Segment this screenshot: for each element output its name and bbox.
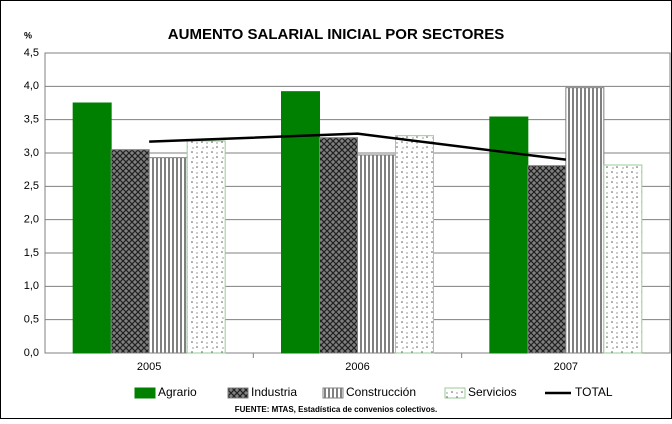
y-tick-label: 4,0 bbox=[24, 80, 39, 92]
y-tick-label: 0,5 bbox=[24, 314, 39, 326]
bar bbox=[489, 116, 529, 354]
bar bbox=[148, 157, 188, 354]
x-tick-label: 2005 bbox=[137, 361, 161, 373]
y-tick-label: 1,0 bbox=[24, 280, 39, 292]
bar bbox=[565, 87, 605, 354]
y-tick-label: 4,5 bbox=[24, 47, 39, 59]
y-tick-label: 2,5 bbox=[24, 180, 39, 192]
bar bbox=[319, 137, 358, 354]
bar bbox=[603, 164, 643, 354]
legend-label: TOTAL bbox=[575, 385, 613, 399]
chart-title: AUMENTO SALARIAL INICIAL POR SECTORES bbox=[168, 26, 504, 43]
line bbox=[149, 132, 566, 161]
bar bbox=[357, 154, 396, 354]
source-note: FUENTE: MTAS, Estadística de convenios c… bbox=[235, 405, 438, 414]
legend-label: Servicios bbox=[468, 385, 517, 399]
legend-label: Industria bbox=[251, 385, 297, 399]
y-tick-label: 1,5 bbox=[24, 247, 39, 259]
bar bbox=[186, 140, 226, 354]
bar bbox=[395, 135, 434, 354]
x-tick-label: 2006 bbox=[345, 361, 369, 373]
legend-marker bbox=[322, 387, 344, 399]
legend-marker bbox=[134, 387, 156, 399]
x-tick-label: 2007 bbox=[554, 361, 578, 373]
y-tick-label: 2,0 bbox=[24, 214, 39, 226]
legend-label: Agrario bbox=[158, 385, 197, 399]
bar bbox=[110, 149, 150, 354]
bar bbox=[72, 102, 112, 354]
y-tick-label: 0,0 bbox=[24, 347, 39, 359]
bar bbox=[281, 91, 320, 354]
y-tick-label: 3,0 bbox=[24, 147, 39, 159]
bar bbox=[527, 165, 567, 354]
legend-marker bbox=[227, 387, 249, 399]
y-tick-label: 3,5 bbox=[24, 114, 39, 126]
y-axis-label: % bbox=[24, 30, 32, 40]
legend-marker bbox=[444, 387, 466, 399]
legend-label: Construcción bbox=[346, 385, 416, 399]
